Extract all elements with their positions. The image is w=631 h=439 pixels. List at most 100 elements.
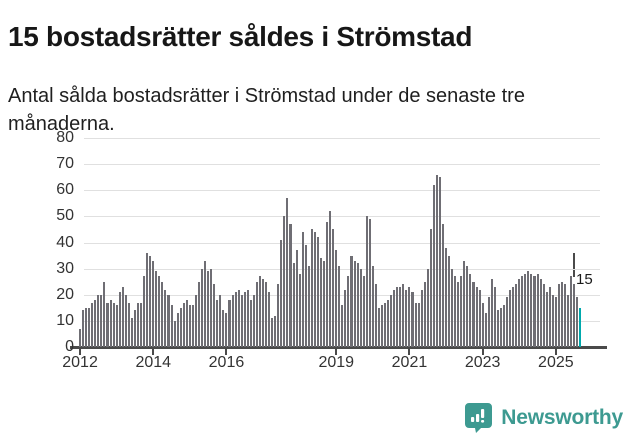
gridline	[84, 242, 600, 244]
bar	[82, 310, 85, 347]
gridline	[84, 294, 600, 296]
bar	[225, 313, 228, 347]
newsworthy-logo-icon	[464, 402, 493, 433]
bar	[280, 239, 283, 347]
x-axis-tick	[554, 349, 557, 355]
bar	[548, 286, 551, 347]
bar	[408, 286, 411, 347]
x-axis-tick	[408, 349, 411, 355]
bar	[103, 281, 106, 347]
bar	[112, 302, 115, 347]
bar	[512, 286, 515, 347]
bar	[377, 307, 380, 347]
bar	[197, 281, 201, 347]
bar	[554, 297, 557, 347]
bar	[307, 266, 310, 347]
bar	[240, 294, 243, 347]
bar	[405, 289, 408, 347]
bar	[393, 289, 396, 347]
bar	[79, 328, 82, 347]
bar	[219, 294, 222, 347]
bar	[216, 299, 219, 347]
bar	[429, 229, 432, 347]
bar	[567, 294, 570, 347]
bar	[170, 305, 173, 347]
bar	[140, 302, 143, 347]
gridline	[84, 268, 600, 270]
bar	[448, 255, 451, 347]
bar	[347, 276, 350, 347]
page-title: 15 bostadsrätter såldes i Strömstad	[8, 20, 473, 52]
bar	[338, 266, 341, 347]
bar	[496, 310, 499, 347]
bar	[560, 281, 563, 347]
bar	[506, 297, 509, 347]
x-axis-tick	[152, 349, 155, 355]
bar	[323, 260, 326, 347]
bar	[502, 305, 506, 347]
bar	[460, 276, 463, 347]
bar	[493, 286, 496, 347]
gridline	[84, 138, 600, 139]
bar	[158, 276, 161, 347]
bar	[411, 292, 414, 347]
brand-name: Newsworthy	[501, 405, 623, 429]
x-axis-label: 2023	[464, 354, 501, 371]
bar	[576, 297, 579, 347]
bar	[271, 318, 274, 347]
bar	[88, 307, 91, 347]
bar	[179, 307, 182, 347]
bar	[530, 273, 533, 347]
bar	[243, 292, 246, 347]
bar	[371, 266, 374, 347]
bar	[423, 281, 426, 347]
bar	[167, 294, 170, 347]
bar	[161, 281, 164, 347]
bar	[210, 268, 213, 347]
x-axis-label: 2016	[208, 354, 245, 371]
bar	[441, 224, 445, 347]
bar	[570, 276, 573, 347]
x-axis-tick	[79, 349, 82, 355]
bar	[402, 284, 405, 347]
bar	[362, 276, 365, 347]
bar	[451, 268, 454, 347]
bar	[173, 320, 176, 347]
bar	[518, 279, 521, 347]
bar	[533, 276, 536, 347]
bar	[316, 237, 319, 347]
bar	[344, 289, 347, 347]
bar	[319, 258, 323, 347]
bar	[185, 299, 188, 347]
bar	[149, 255, 152, 347]
bar	[454, 276, 457, 347]
bar	[213, 284, 216, 347]
bar	[231, 294, 234, 347]
y-axis-label: 40	[56, 233, 74, 251]
bar	[146, 252, 149, 347]
bar	[478, 289, 481, 347]
bar	[432, 185, 435, 347]
annotation-leader-line	[573, 253, 575, 277]
y-axis-label: 70	[56, 155, 74, 173]
bar	[387, 299, 390, 347]
bar	[420, 289, 423, 347]
bar	[258, 276, 262, 347]
bar	[490, 279, 493, 347]
highlighted-bar	[579, 307, 582, 347]
bar	[249, 299, 252, 347]
bar	[176, 313, 179, 347]
bar	[252, 294, 255, 347]
bar	[365, 216, 368, 347]
x-axis-label: 2019	[318, 354, 355, 371]
latest-value-label: 15	[576, 271, 593, 288]
bar	[115, 305, 118, 347]
bar	[466, 266, 469, 347]
bar	[527, 271, 530, 347]
bar	[94, 299, 97, 347]
x-axis-label: 2012	[62, 354, 98, 371]
bar	[542, 284, 545, 347]
bar	[304, 245, 307, 347]
bar	[265, 281, 268, 347]
y-axis-label: 0	[65, 338, 74, 355]
